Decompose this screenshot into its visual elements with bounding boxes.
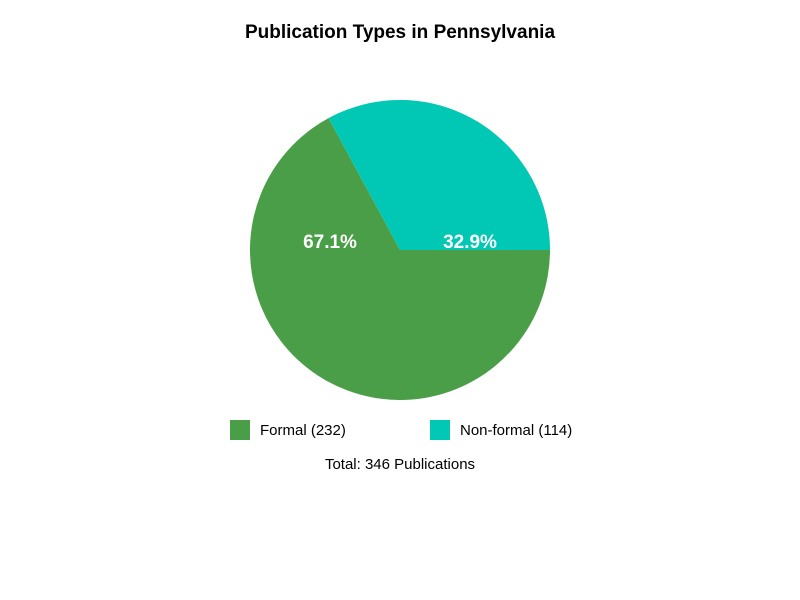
slice-label: 32.9% [443, 232, 497, 253]
chart-title: Publication Types in Pennsylvania [245, 22, 556, 43]
pie-slice [250, 118, 551, 401]
slice-label: 67.1% [303, 232, 357, 253]
legend-label: Non-formal (114) [460, 422, 572, 439]
legend-swatch [430, 420, 450, 440]
legend-swatch [230, 420, 250, 440]
pie-slice [328, 100, 550, 250]
total-note: Total: 346 Publications [325, 456, 475, 473]
legend-label: Formal (232) [260, 422, 346, 439]
